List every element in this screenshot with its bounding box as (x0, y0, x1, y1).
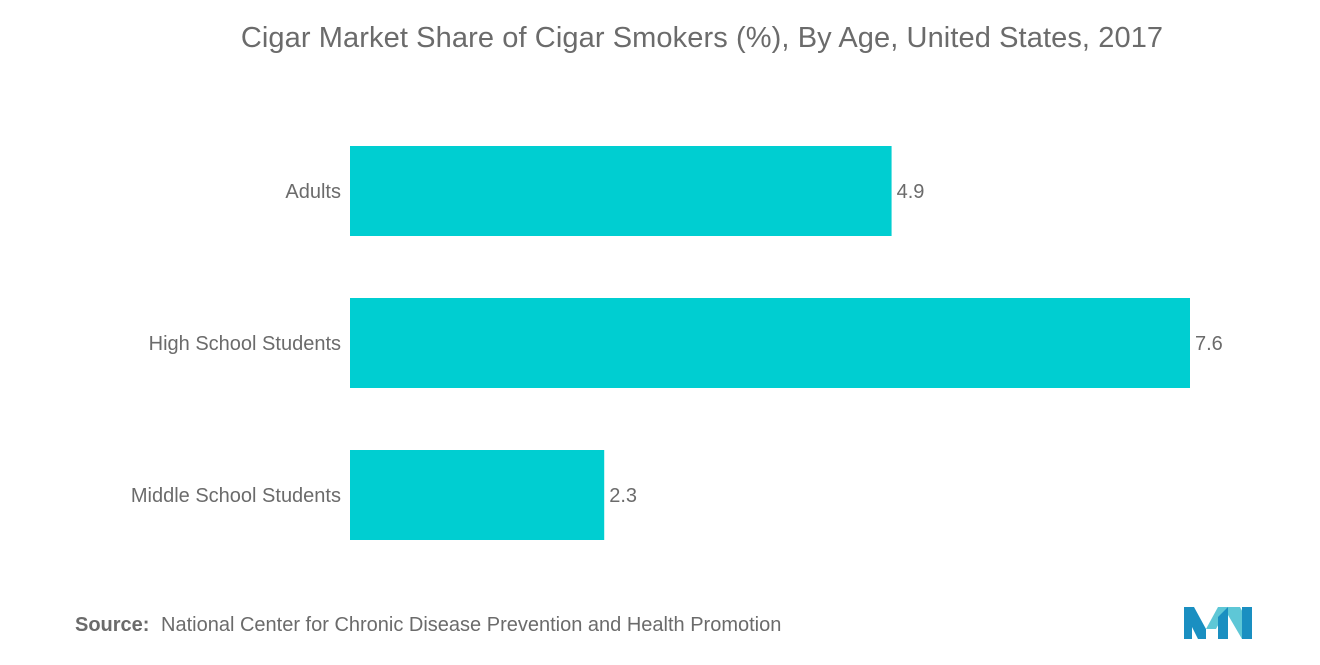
mordor-intelligence-logo-icon (1184, 607, 1252, 639)
bar-middle-school-students (350, 450, 605, 540)
source-note: Source: National Center for Chronic Dise… (75, 614, 781, 637)
source-text: National Center for Chronic Disease Prev… (161, 614, 782, 636)
value-labels-group: 4.9 7.6 2.3 (609, 181, 1223, 507)
chart-title: Cigar Market Share of Cigar Smokers (%),… (240, 22, 1164, 54)
category-label-high-school-students: High School Students (149, 333, 341, 355)
bar-chart: Adults High School Students Middle School … (131, 146, 1223, 540)
bar-adults (350, 146, 892, 236)
category-label-adults: Adults (285, 181, 341, 203)
category-labels-group: Adults High School Students Middle School … (131, 181, 341, 507)
category-label-middle-school-students: Middle School Students (131, 485, 341, 507)
source-label: Source: (75, 614, 150, 636)
bar-high-school-students (350, 298, 1190, 388)
bars-group (350, 146, 1190, 540)
data-label-high-school-students: 7.6 (1195, 333, 1223, 355)
data-label-adults: 4.9 (897, 181, 925, 203)
data-label-middle-school-students: 2.3 (609, 485, 637, 507)
